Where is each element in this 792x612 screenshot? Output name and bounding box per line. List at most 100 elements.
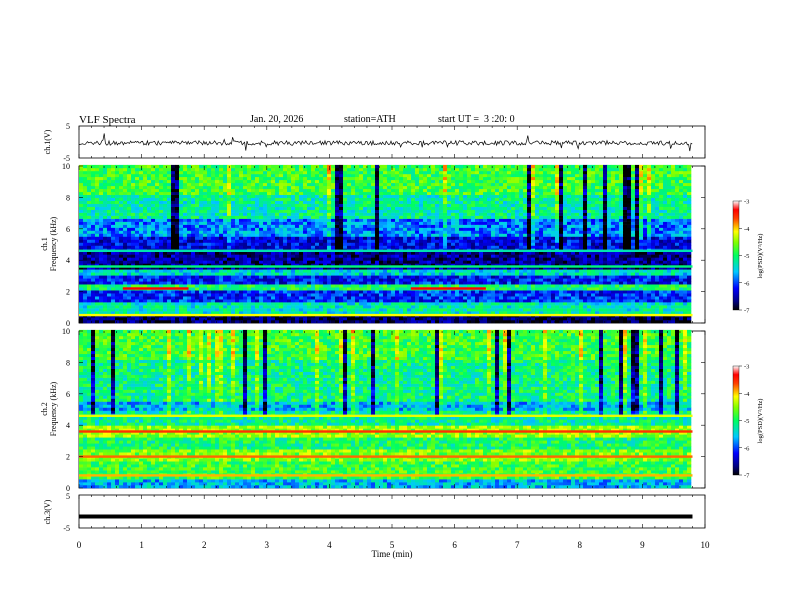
spectrogram-cell bbox=[99, 242, 104, 246]
spectrogram-cell bbox=[431, 284, 436, 288]
spectrogram-cell bbox=[459, 320, 464, 324]
spectrogram-cell bbox=[223, 242, 228, 246]
spectrogram-cell bbox=[503, 239, 508, 243]
spectrogram-cell bbox=[127, 230, 132, 234]
spectrogram-cell bbox=[187, 233, 192, 237]
spectrogram-cell bbox=[547, 251, 552, 255]
spectrogram-cell bbox=[519, 245, 524, 249]
spectrogram-cell bbox=[615, 275, 620, 279]
spectrogram-cell bbox=[563, 284, 568, 288]
spectrogram-cell bbox=[683, 239, 688, 243]
spectrogram-cell bbox=[611, 260, 616, 264]
spectrogram-cell bbox=[135, 293, 140, 297]
spectrogram-cell bbox=[563, 233, 568, 237]
spectrogram-cell bbox=[191, 236, 196, 240]
spectrogram-cell bbox=[187, 290, 192, 294]
spectrogram-cell bbox=[135, 320, 140, 324]
spectrogram-cell bbox=[571, 260, 576, 264]
spectrogram-cell bbox=[567, 227, 572, 231]
spectrogram-cell bbox=[107, 227, 112, 231]
spectrogram-cell bbox=[255, 299, 260, 303]
spectrogram-cell bbox=[563, 317, 568, 321]
spectrogram-cell bbox=[283, 269, 288, 273]
spectrogram-cell bbox=[675, 320, 680, 324]
spectrogram-cell bbox=[235, 293, 240, 297]
spectrogram-cell bbox=[559, 302, 564, 306]
spectrogram-cell bbox=[135, 272, 140, 276]
spectrogram-cell bbox=[651, 296, 656, 300]
spectrogram-cell bbox=[471, 260, 476, 264]
spectrogram-cell bbox=[187, 296, 192, 300]
spectrogram-cell bbox=[631, 254, 636, 258]
spectrogram-cell bbox=[367, 239, 372, 243]
spectrogram-cell bbox=[103, 308, 108, 312]
spectrogram-cell bbox=[255, 236, 260, 240]
spectrogram-cell bbox=[199, 281, 204, 285]
spectrogram-cell bbox=[555, 299, 560, 303]
spectrogram-cell bbox=[195, 299, 200, 303]
spectrogram-cell bbox=[155, 299, 160, 303]
spectrogram-cell bbox=[283, 299, 288, 303]
spectrogram-cell bbox=[311, 305, 316, 309]
spectrogram-cell bbox=[451, 296, 456, 300]
spectrogram-cell bbox=[683, 302, 688, 306]
spectrogram-cell bbox=[199, 272, 204, 276]
spectrogram-cell bbox=[323, 287, 328, 291]
spectrogram-cell bbox=[383, 290, 388, 294]
spectrogram-cell bbox=[447, 230, 452, 234]
spectrogram-cell bbox=[127, 305, 132, 309]
spectrogram-cell bbox=[363, 278, 368, 282]
spectrogram-cell bbox=[667, 290, 672, 294]
spectrogram-cell bbox=[635, 269, 640, 273]
spectrogram-cell bbox=[575, 275, 580, 279]
spectrogram-cell bbox=[507, 242, 512, 246]
spectrogram-cell bbox=[131, 290, 136, 294]
spectrogram-cell bbox=[599, 278, 604, 282]
spectrogram-cell bbox=[379, 305, 384, 309]
spectrogram-cell bbox=[131, 254, 136, 258]
spectrogram-cell bbox=[443, 299, 448, 303]
spectrogram-cell bbox=[543, 284, 548, 288]
spectrogram-cell bbox=[635, 287, 640, 291]
spectrogram-cell bbox=[359, 308, 364, 312]
spectrogram-cell bbox=[627, 317, 632, 321]
spectrogram-cell bbox=[439, 275, 444, 279]
spectrogram-cell bbox=[507, 296, 512, 300]
spectrogram-cell bbox=[239, 278, 244, 282]
spectrogram-cell bbox=[203, 308, 208, 312]
spectrogram-cell bbox=[523, 284, 528, 288]
spectrogram-cell bbox=[331, 257, 336, 261]
spectrogram-cell bbox=[603, 320, 608, 324]
spectrogram-cell bbox=[167, 320, 172, 324]
spectrogram-cell bbox=[383, 227, 388, 231]
spectrogram-cell bbox=[487, 305, 492, 309]
spectrogram-cell bbox=[539, 251, 544, 255]
spectrogram-cell bbox=[183, 320, 188, 324]
spectrogram-cell bbox=[83, 269, 88, 273]
spectrogram-cell bbox=[555, 263, 560, 267]
spectrogram-cell bbox=[579, 245, 584, 249]
spectrogram-cell bbox=[527, 254, 532, 258]
spectrogram-cell bbox=[339, 308, 344, 312]
spectrogram-cell bbox=[195, 278, 200, 282]
spectrogram-cell bbox=[367, 278, 372, 282]
spectrogram-cell bbox=[427, 290, 432, 294]
spectrogram-cell bbox=[579, 230, 584, 234]
spectrogram-cell bbox=[99, 299, 104, 303]
spectrogram-cell bbox=[203, 317, 208, 321]
spectrogram-cell bbox=[375, 272, 380, 276]
spectrogram-cell bbox=[263, 281, 268, 285]
spectrogram-cell bbox=[683, 317, 688, 321]
spectrogram-cell bbox=[299, 287, 304, 291]
spectrogram-cell bbox=[543, 290, 548, 294]
spectrogram-cell bbox=[615, 284, 620, 288]
spectrogram-cell bbox=[483, 317, 488, 321]
spectrogram-cell bbox=[599, 284, 604, 288]
spectrogram-cell bbox=[239, 242, 244, 246]
spectrogram-cell bbox=[555, 251, 560, 255]
spectrogram-cell bbox=[347, 233, 352, 237]
spectrogram-cell bbox=[291, 245, 296, 249]
spectrogram-cell bbox=[379, 263, 384, 267]
spectrogram-cell bbox=[435, 311, 440, 315]
spectrogram-cell bbox=[443, 293, 448, 297]
